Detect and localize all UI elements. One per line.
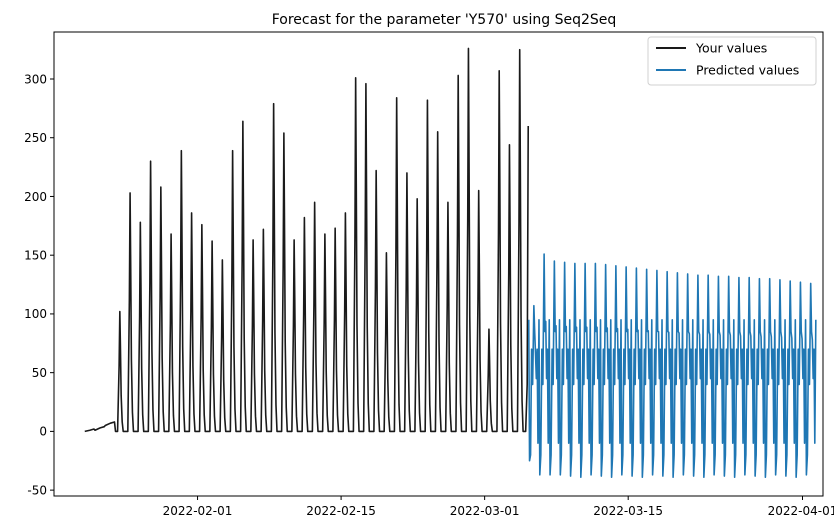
y-tick-label: 100: [24, 307, 47, 321]
legend-box: [647, 36, 817, 86]
y-tick-label: 150: [24, 248, 47, 262]
legend: Your values Predicted values: [647, 36, 817, 86]
legend-label-your-values: Your values: [695, 41, 767, 56]
y-tick-label: -50: [27, 483, 47, 497]
x-tick-label: 2022-04-01: [768, 504, 834, 518]
y-axis: -50 0 50 100 150 200 250 300: [24, 72, 54, 497]
series-line-your-values: [84, 47, 530, 433]
series-layer: [84, 47, 817, 479]
plot-frame: [53, 31, 824, 497]
y-tick-label: 0: [39, 425, 47, 439]
y-tick-label: 300: [24, 72, 47, 86]
chart-title: Forecast for the parameter 'Y570' using …: [272, 12, 617, 28]
x-tick-label: 2022-03-15: [593, 504, 663, 518]
x-tick-label: 2022-02-15: [306, 504, 376, 518]
series-line-predicted-values: [527, 253, 817, 479]
y-tick-label: 50: [32, 366, 47, 380]
y-tick-label: 250: [24, 131, 47, 145]
y-tick-label: 200: [24, 190, 47, 204]
x-axis: 2022-02-01 2022-02-15 2022-03-01 2022-03-15…: [163, 496, 834, 518]
legend-label-predicted-values: Predicted values: [696, 63, 799, 78]
x-tick-label: 2022-03-01: [450, 504, 520, 518]
x-tick-label: 2022-02-01: [163, 504, 233, 518]
